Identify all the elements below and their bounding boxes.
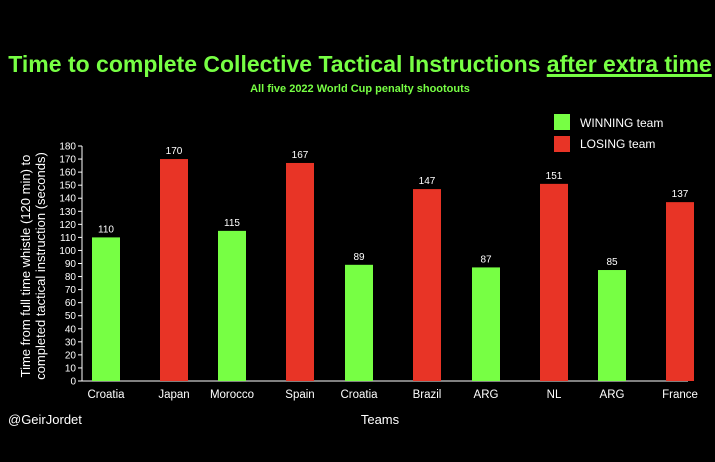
bar-winning-arg [598,270,626,381]
y-tick-label: 170 [59,155,76,166]
bar-winning-croatia [345,264,373,381]
y-tick-label: 90 [65,259,77,270]
y-tick-label: 10 [65,363,77,374]
data-label: 89 [353,252,365,263]
y-tick-label: 0 [70,377,76,388]
y-tick-label: 70 [65,285,77,296]
y-axis-title: Time from full time whistle (120 min) to… [18,152,48,380]
bar-winning-croatia [92,237,120,381]
y-tick-label: 50 [65,311,77,322]
y-tick-label: 110 [60,233,76,244]
bar-winning-arg [472,267,500,381]
y-tick-label: 180 [59,142,76,153]
category-label: ARG [600,389,625,401]
data-label: 137 [672,189,689,200]
category-label: France [662,389,698,401]
category-label: Croatia [340,389,378,401]
bar-losing-spain [286,162,314,381]
bar-losing-france [666,202,694,381]
y-tick-label: 40 [65,324,77,335]
legend-label-losing: LOSING team [580,137,655,151]
data-label: 151 [546,171,563,182]
y-tick-label: 130 [59,207,76,218]
category-label: ARG [474,389,499,401]
bar-winning-morocco [218,230,246,381]
data-label: 115 [224,218,240,229]
category-label: Brazil [413,389,442,401]
data-label: 167 [292,150,309,161]
legend-label-winning: WINNING team [580,116,663,130]
chart-title-part2: after extra time [547,51,712,77]
y-tick-label: 140 [59,194,76,205]
y-axis-title-line2: completed tactical instruction (seconds) [33,152,48,380]
data-label: 85 [606,257,618,268]
bar-losing-brazil [413,189,441,381]
chart-subtitle: All five 2022 World Cup penalty shootout… [250,83,470,95]
y-axis-title-line1: Time from full time whistle (120 min) to [18,155,33,378]
y-tick-label: 120 [59,220,76,231]
y-tick-label: 30 [65,337,77,348]
category-label: NL [547,389,562,401]
y-tick-label: 80 [65,272,77,283]
category-label: Japan [158,389,189,401]
author-credit: @GeirJordet [8,412,82,427]
chart-title-part1: Time to complete Collective Tactical Ins… [8,51,547,77]
legend-swatch-winning [554,114,570,130]
data-label: 87 [480,254,492,265]
x-axis-title: Teams [361,412,400,427]
category-label: Spain [285,389,314,401]
chart-title: Time to complete Collective Tactical Ins… [8,51,711,77]
data-label: 110 [98,224,114,235]
y-tick-label: 150 [59,181,76,192]
data-label: 170 [166,146,183,157]
category-label: Croatia [87,389,125,401]
y-tick-label: 100 [59,246,76,257]
plot-area: 0 10 20 30 40 50 60 70 80 90 100 110 120 130 140 150 160… [59,142,698,402]
data-label: 147 [419,176,436,187]
bar-losing-nl [540,183,568,381]
legend: WINNING team LOSING team [554,114,663,152]
y-tick-label: 20 [65,350,77,361]
category-label: Morocco [210,389,254,401]
bar-losing-japan [160,159,188,381]
legend-swatch-losing [554,136,570,152]
y-tick-label: 160 [59,168,76,179]
y-tick-label: 60 [65,298,77,309]
